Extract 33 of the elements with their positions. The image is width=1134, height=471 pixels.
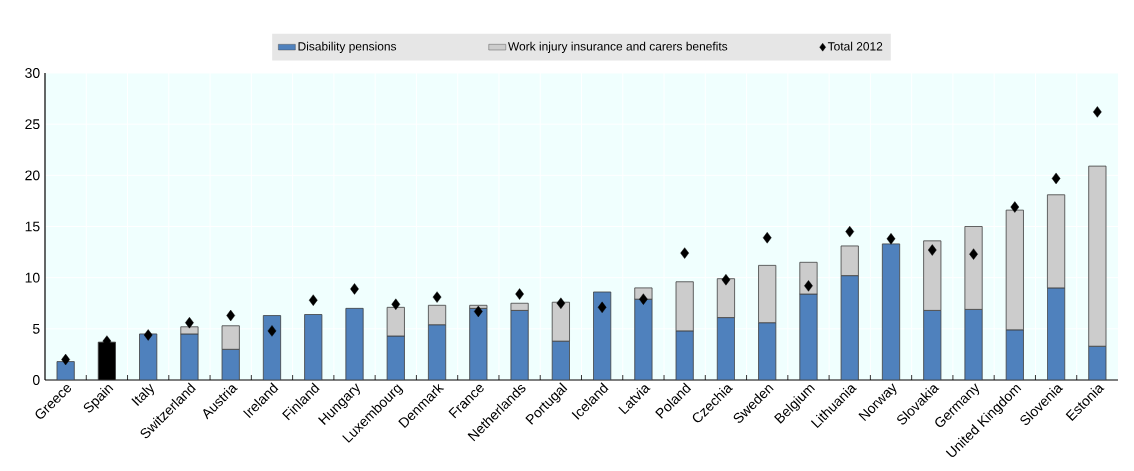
point [969,248,978,260]
point [804,280,813,292]
point [432,291,442,303]
point [845,225,855,238]
point [721,274,731,286]
point [597,301,607,314]
y-tick-label: 25 [25,119,40,130]
legend-label: Work injury insurance and carers benefits [508,41,728,53]
point [1010,201,1020,213]
point [308,294,318,306]
point [886,233,896,245]
legend-label: Disability pensions [298,41,397,53]
point [185,317,194,329]
point [267,325,277,337]
point [762,232,772,244]
point [391,298,401,310]
point [1093,106,1102,118]
y-tick-label: 0 [32,375,40,385]
point [556,297,566,309]
point [226,309,236,322]
y-tick-label: 15 [25,221,40,232]
y-tick-label: 5 [32,323,40,334]
point [350,283,359,295]
y-tick-label: 10 [25,272,40,283]
point [927,244,937,256]
point [680,247,689,259]
point [1051,172,1061,185]
point [143,329,153,341]
point [639,293,648,305]
y-tick-label: 30 [25,68,40,78]
y-tick-label: 20 [25,170,40,181]
point [515,288,524,300]
legend-label: Total 2012 [827,41,883,51]
